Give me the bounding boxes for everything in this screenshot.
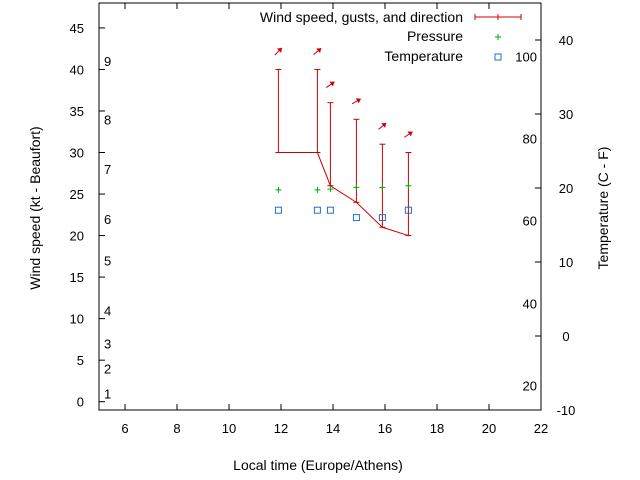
legend-label-temperature: Temperature [384, 48, 463, 64]
beaufort-label: 6 [104, 212, 111, 227]
arrow-head [407, 131, 413, 137]
y-right-tick-label: 20 [559, 181, 573, 196]
x-tick-label: 14 [326, 421, 340, 436]
fahrenheit-label: 80 [523, 131, 537, 146]
fahrenheit-label: 100 [515, 49, 537, 64]
beaufort-label: 4 [104, 303, 111, 318]
beaufort-label: 9 [104, 54, 111, 69]
beaufort-label: 8 [104, 112, 111, 127]
y-axis-title-right: Temperature (C - F) [595, 147, 611, 270]
chart-marks [274, 47, 413, 237]
plot-frame [98, 2, 542, 411]
x-axis-title: Local time (Europe/Athens) [233, 457, 403, 473]
legend: Wind speed, gusts, and direction Pressure… [260, 9, 522, 64]
wind-direction-arrow [313, 47, 322, 56]
y-left-tick-label: 25 [70, 187, 84, 202]
temperature-point [326, 206, 334, 214]
temperature-point [404, 206, 412, 214]
y-left-tick-label: 0 [77, 395, 84, 410]
x-tick-label: 18 [430, 421, 444, 436]
x-tick-label: 6 [121, 421, 128, 436]
wind-speed-line [278, 152, 409, 237]
y-left-tick-label: 30 [70, 146, 84, 161]
wind-direction-arrow [274, 47, 283, 56]
y-left-tick-label: 5 [77, 353, 84, 368]
temperature-point [274, 206, 282, 214]
x-tick-label: 12 [274, 421, 288, 436]
y-left-tick-label: 35 [70, 104, 84, 119]
x-tick-label: 20 [482, 421, 496, 436]
temperature-point [352, 214, 360, 222]
wind-direction-arrow [351, 98, 361, 105]
y-right-tick-label: 10 [559, 255, 573, 270]
x-tick-label: 22 [534, 421, 548, 436]
y-left-tick-label: 20 [70, 229, 84, 244]
y-right-tick-label: -10 [557, 403, 576, 418]
beaufort-label: 7 [104, 162, 111, 177]
y-right-tick-label: 0 [562, 329, 569, 344]
y-left-tick-label: 10 [70, 312, 84, 327]
wind-direction-arrow [404, 131, 413, 138]
beaufort-label: 5 [104, 253, 111, 268]
beaufort-label: 1 [104, 386, 111, 401]
arrow-head [355, 98, 361, 104]
x-tick-label: 8 [173, 421, 180, 436]
fahrenheit-label: 20 [523, 379, 537, 394]
x-tick-label: 16 [378, 421, 392, 436]
legend-label-pressure: Pressure [407, 28, 463, 44]
wind-direction-arrow [326, 81, 335, 88]
wind-direction-arrow [378, 122, 387, 130]
temperature-point [378, 214, 386, 222]
y-left-tick-label: 45 [70, 21, 84, 36]
y-axis-title-left: Wind speed (kt - Beaufort) [27, 126, 43, 289]
legend-swatch-temperature [494, 53, 502, 61]
pressure-point [405, 182, 412, 189]
y-left-tick-label: 15 [70, 270, 84, 285]
temperature-point [313, 206, 321, 214]
y-left-tick-label: 40 [70, 62, 84, 77]
arrow-head [381, 122, 387, 128]
pressure-point [327, 186, 334, 193]
fahrenheit-label: 60 [523, 214, 537, 229]
beaufort-label: 2 [104, 361, 111, 376]
axis-ticks: 6 8 10 12 14 16 18 20 22051015202530354045123456… [70, 3, 576, 436]
pressure-point [314, 186, 321, 193]
arrow-head [329, 81, 335, 87]
beaufort-label: 3 [104, 337, 111, 352]
arrow-head [276, 47, 282, 53]
y-right-tick-label: 30 [559, 107, 573, 122]
fahrenheit-label: 40 [523, 296, 537, 311]
x-tick-label: 10 [222, 421, 236, 436]
pressure-point [353, 184, 360, 191]
pressure-point [379, 184, 386, 191]
legend-label-wind: Wind speed, gusts, and direction [260, 9, 463, 25]
y-right-tick-label: 40 [559, 33, 573, 48]
pressure-point [275, 186, 282, 193]
arrow-head [316, 48, 322, 54]
